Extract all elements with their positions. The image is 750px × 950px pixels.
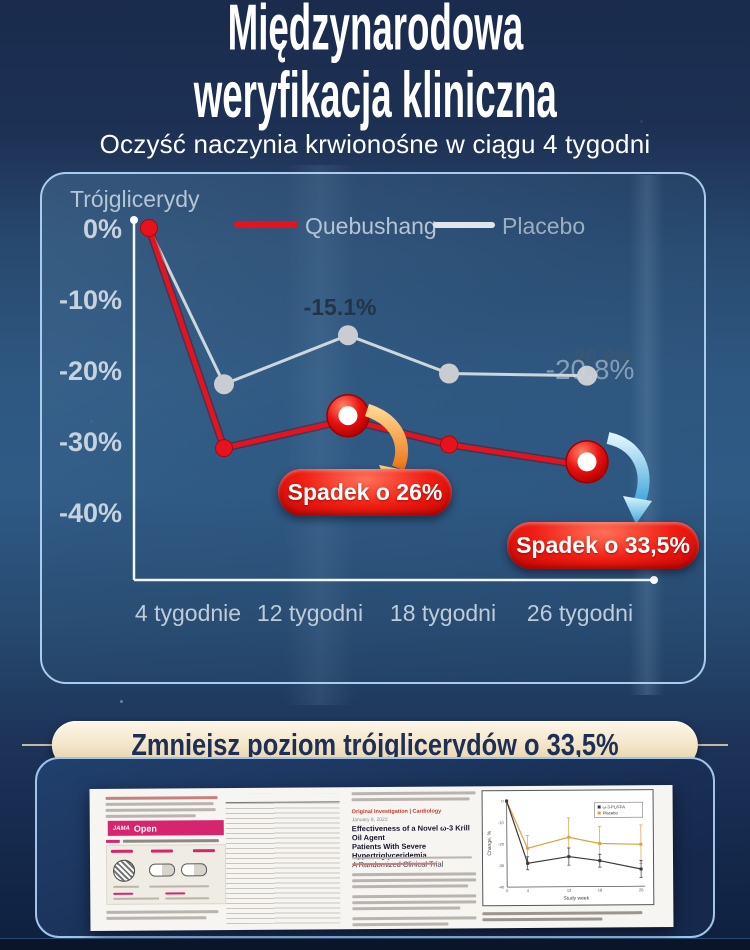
header: Międzynarodowa weryfikacja kliniczna Ocz… (0, 0, 750, 160)
svg-text:Study week: Study week (563, 896, 589, 902)
chart-axes (130, 216, 658, 584)
svg-text:-40: -40 (498, 885, 505, 890)
page-title-line1: Międzynarodowa (227, 0, 523, 65)
svg-text:4 tygodnie: 4 tygodnie (135, 600, 241, 626)
triglycerides-chart: 0% -10% -20% -30% -40% 4 tygodnie 12 tygodni 18… (59, 186, 658, 626)
svg-text:4: 4 (527, 888, 530, 893)
chart-series (140, 219, 609, 484)
svg-text:Trójglicerydy: Trójglicerydy (70, 186, 200, 212)
chart-labels: 0% -10% -20% -30% -40% 4 tygodnie 12 tygodni 18… (59, 186, 634, 626)
svg-text:26 tygodni: 26 tygodni (527, 600, 633, 626)
svg-text:-15.1%: -15.1% (304, 294, 377, 320)
paper-date: January 8, 2022 (351, 816, 388, 824)
paper-table-page (225, 793, 341, 925)
background-dot (120, 700, 123, 703)
page-title-line2: weryfikacja kliniczna (193, 59, 557, 132)
svg-text:0%: 0% (83, 214, 122, 244)
svg-text:-20.8%: -20.8% (567, 346, 634, 369)
svg-text:18: 18 (598, 887, 603, 892)
jama-open-banner: JAMA Open (107, 820, 224, 836)
svg-text:Quebushang: Quebushang (305, 213, 437, 239)
page-subtitle: Oczyść naczynia krwionośne w ciągu 4 tyg… (99, 129, 651, 159)
page-title: Międzynarodowa weryfikacja kliniczna (0, 0, 750, 132)
visual-abstract (105, 844, 227, 905)
svg-text:-30%: -30% (59, 427, 122, 457)
svg-text:Placebo: Placebo (603, 810, 619, 815)
svg-text:26: 26 (639, 887, 644, 892)
svg-text:Placebo: Placebo (502, 213, 585, 239)
background-dot (90, 420, 93, 423)
svg-text:-40%: -40% (59, 498, 122, 528)
bottom-band (0, 938, 750, 950)
svg-text:12 tygodni: 12 tygodni (257, 600, 363, 626)
drop-arrow-blue-icon (606, 432, 652, 524)
paper-title-line1: Effectiveness of a Novel ω-3 Krill Oil A… (351, 823, 470, 843)
svg-text:Change, %: Change, % (487, 830, 493, 855)
svg-text:-20: -20 (498, 842, 505, 847)
krill-oil-capsule-icon (113, 859, 136, 882)
drop-badge-33-5: Spadek o 33,5% (507, 522, 699, 569)
claim-banner-text: Zmniejsz poziom trójglicerydów o 33,5% (131, 727, 619, 762)
capsule-icon (149, 863, 176, 877)
svg-text:ω-3-PL/FFA: ω-3-PL/FFA (603, 804, 626, 809)
drop-badge-26: Spadek o 26% (278, 469, 452, 516)
svg-text:12: 12 (567, 888, 572, 893)
paper-section-label: Original Investigation | Cardiology (351, 808, 442, 816)
jama-open-label: Open (133, 823, 157, 834)
capsule-icon (181, 863, 208, 877)
svg-text:-10%: -10% (59, 285, 122, 315)
svg-text:0: 0 (506, 888, 509, 893)
svg-text:0: 0 (501, 799, 504, 804)
svg-text:-20%: -20% (59, 356, 122, 386)
svg-text:-10: -10 (498, 820, 505, 825)
jama-logo: JAMA (112, 825, 130, 832)
svg-text:18 tygodni: 18 tygodni (390, 600, 496, 626)
paper-figure: 0 -10 -20 -30 -40 0 4 12 18 26 Study week Change, %… (481, 789, 655, 907)
svg-text:-30: -30 (498, 863, 505, 868)
journal-paper-photo: JAMA Open (89, 784, 674, 932)
evidence-panel: JAMA Open (35, 757, 715, 938)
chart-panel: 0% -10% -20% -30% -40% 4 tygodnie 12 tygodni 18… (40, 172, 706, 684)
background-dot (640, 120, 643, 123)
paper-right-page: Original Investigation | Cardiology Janu… (351, 786, 481, 929)
svg-text:-20.8%: -20.8% (546, 354, 635, 385)
